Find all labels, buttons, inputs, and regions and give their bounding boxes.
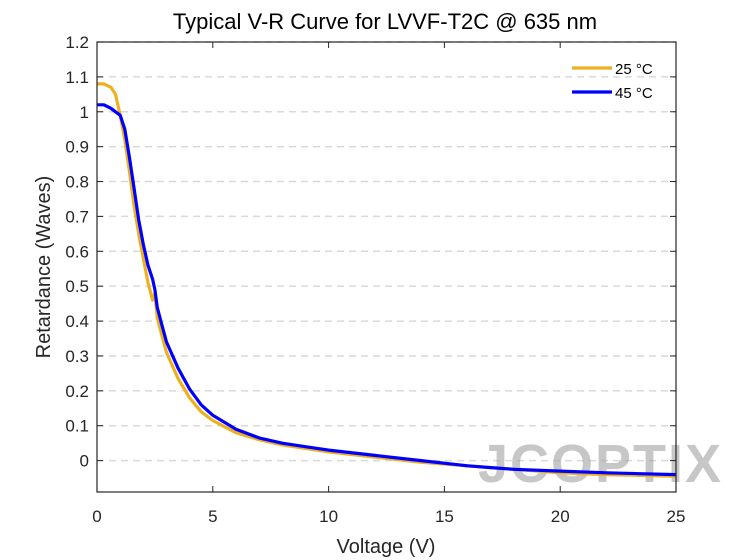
y-tick-label: 0.9 bbox=[65, 138, 89, 157]
x-axis-ticks: 0 5 10 15 20 25 bbox=[92, 42, 685, 526]
y-tick-label: 1.2 bbox=[65, 33, 89, 52]
y-axis-title: Retardance (Waves) bbox=[33, 176, 55, 359]
y-tick-label: 0.3 bbox=[65, 347, 89, 366]
y-tick-label: 0.4 bbox=[65, 312, 89, 331]
y-tick-label: 0.8 bbox=[65, 173, 89, 192]
x-axis-title: Voltage (V) bbox=[337, 536, 436, 558]
x-tick-label: 15 bbox=[435, 507, 454, 526]
x-tick-label: 25 bbox=[667, 507, 686, 526]
plot-area bbox=[97, 42, 676, 492]
legend-label: 45 °C bbox=[615, 85, 653, 102]
y-tick-label: 1 bbox=[80, 103, 89, 122]
y-tick-label: 0 bbox=[80, 452, 89, 471]
series-line-25c bbox=[97, 82, 677, 478]
y-tick-label: 0.7 bbox=[65, 207, 89, 226]
legend: 25 °C 45 °C bbox=[572, 61, 653, 102]
plot-frame bbox=[96, 41, 677, 493]
legend-label: 25 °C bbox=[615, 61, 653, 78]
series-lines bbox=[97, 82, 677, 478]
y-tick-label: 0.6 bbox=[65, 242, 89, 261]
y-tick-label: 0.5 bbox=[65, 277, 89, 296]
y-tick-label: 1.1 bbox=[65, 68, 89, 87]
y-tick-label: 0.2 bbox=[65, 382, 89, 401]
y-tick-label: 0.1 bbox=[65, 417, 89, 436]
x-tick-label: 5 bbox=[208, 507, 217, 526]
x-tick-label: 10 bbox=[319, 507, 338, 526]
x-tick-label: 20 bbox=[551, 507, 570, 526]
chart-title: Typical V-R Curve for LVVF-T2C @ 635 nm bbox=[173, 9, 597, 34]
x-tick-label: 0 bbox=[92, 507, 101, 526]
y-axis-ticks: 0 0.1 0.2 0.3 0.4 0.5 0.6 0.7 0.8 0.9 1 1.1 1.2 bbox=[65, 33, 676, 471]
jcoptix-watermark: JCOPTIX bbox=[478, 434, 723, 494]
series-line-45c bbox=[97, 103, 677, 477]
